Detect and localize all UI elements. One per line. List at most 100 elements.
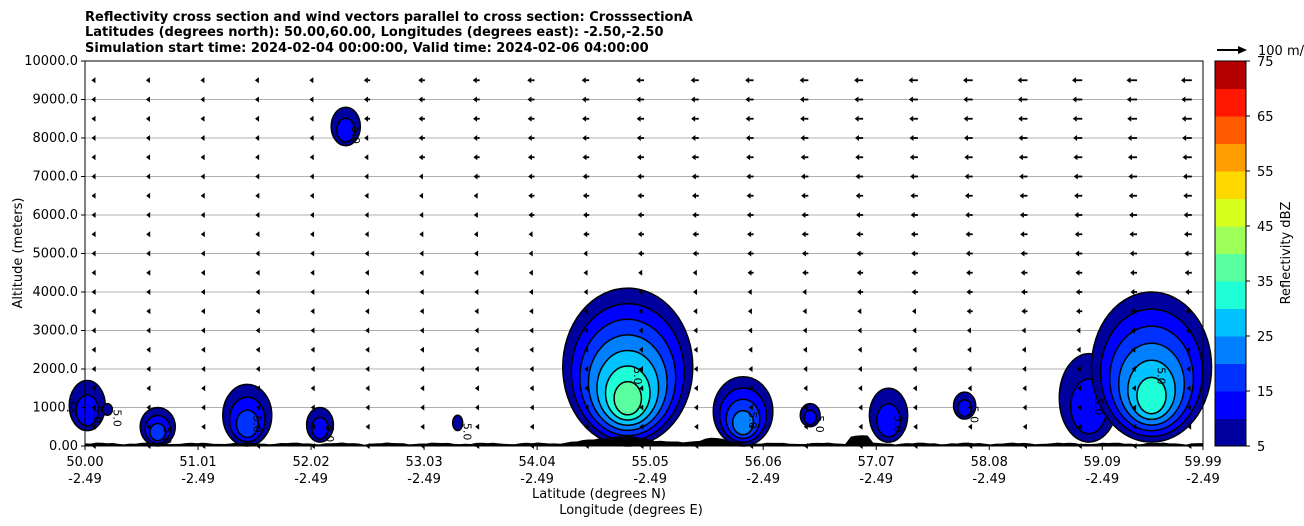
wind-vector: [146, 423, 151, 430]
wind-vector-head: [799, 77, 804, 84]
x-tick-label-lon: -2.49: [859, 472, 893, 487]
wind-vector: [637, 192, 644, 199]
quiver-key-arrow-head: [1238, 46, 1247, 54]
wind-vector-head: [803, 366, 808, 372]
wind-vector-head: [200, 135, 205, 141]
wind-vector: [1183, 212, 1192, 218]
wind-vector-head: [1183, 212, 1188, 218]
wind-vector-head: [802, 327, 807, 334]
colorbar-tick-label: 45: [1257, 220, 1274, 235]
wind-vector: [801, 250, 809, 257]
wind-vector-head: [201, 385, 206, 392]
wind-vector-head: [1184, 269, 1189, 276]
colorbar-tick-label: 55: [1257, 165, 1274, 180]
wind-vector: [91, 231, 96, 238]
wind-vector: [1187, 423, 1192, 430]
wind-vector-head: [965, 250, 970, 257]
wind-vector-head: [1072, 77, 1077, 84]
wind-vector: [255, 192, 260, 199]
wind-vector-head: [420, 385, 425, 392]
wind-vector-head: [581, 96, 586, 103]
wind-vector-head: [418, 96, 423, 103]
wind-vector-head: [1181, 96, 1186, 103]
wind-vector-head: [855, 192, 860, 199]
wind-vector-head: [911, 289, 916, 295]
wind-vector-head: [583, 308, 588, 315]
wind-vector: [310, 289, 315, 295]
wind-vector: [1181, 115, 1192, 122]
wind-vector: [419, 327, 424, 334]
wind-vector-head: [1075, 250, 1080, 257]
wind-vector: [748, 404, 753, 411]
wind-vector: [1186, 346, 1191, 353]
wind-vector-head: [1132, 423, 1137, 430]
wind-vector: [475, 423, 480, 430]
x-tick-label-lon: -2.49: [972, 472, 1006, 487]
wind-vector-head: [528, 192, 533, 199]
wind-vector-head: [747, 269, 752, 276]
wind-vector-head: [747, 250, 752, 257]
wind-vector: [1021, 308, 1028, 315]
wind-vector: [310, 327, 315, 334]
wind-vector: [803, 366, 808, 372]
wind-vector-head: [310, 269, 315, 276]
wind-vector-head: [638, 289, 643, 295]
wind-vector: [692, 250, 699, 257]
wind-vector-head: [1127, 154, 1132, 161]
wind-vector-head: [91, 366, 96, 372]
wind-vector-head: [967, 385, 972, 392]
wind-vector-head: [1129, 212, 1134, 218]
wind-vector: [1017, 77, 1028, 84]
wind-vector-head: [802, 269, 807, 276]
wind-vector-head: [474, 346, 479, 353]
wind-vector-head: [1128, 192, 1133, 199]
wind-vector-head: [255, 135, 260, 141]
wind-vector: [146, 327, 151, 334]
wind-vector-head: [255, 308, 260, 315]
wind-vector: [693, 289, 698, 295]
wind-vector: [639, 366, 644, 372]
wind-vectors: [91, 77, 1192, 449]
wind-vector: [582, 154, 590, 161]
wind-vector: [747, 231, 754, 238]
wind-vector-head: [255, 404, 260, 411]
wind-vector-head: [255, 115, 260, 122]
wind-vector-head: [200, 192, 205, 199]
wind-vector-head: [1128, 173, 1133, 180]
wind-vector: [1184, 269, 1192, 276]
quiver-key: 100 m/s: [1217, 44, 1304, 59]
wind-vector-head: [1077, 385, 1082, 392]
wind-vector-head: [692, 212, 697, 218]
wind-vector-head: [310, 404, 315, 411]
wind-vector-head: [255, 192, 260, 199]
wind-vector-head: [1131, 366, 1136, 372]
colorbar-segment: [1215, 226, 1246, 254]
y-tick-label: 6000.0: [33, 208, 79, 223]
wind-vector: [1074, 212, 1083, 218]
wind-vector: [965, 212, 973, 218]
wind-vector: [1130, 308, 1138, 315]
wind-vector: [475, 404, 480, 411]
wind-vector-head: [420, 366, 425, 372]
wind-vector-head: [854, 77, 859, 84]
wind-vector: [418, 154, 425, 161]
wind-vector-head: [91, 231, 96, 238]
wind-vector: [146, 269, 151, 276]
wind-vector: [858, 404, 863, 411]
wind-vector-head: [473, 173, 478, 180]
wind-vector-head: [201, 423, 206, 430]
wind-vector: [1182, 135, 1192, 141]
wind-vector: [363, 77, 371, 84]
wind-vector-head: [529, 346, 534, 353]
wind-vector: [1183, 192, 1192, 199]
wind-vector-head: [638, 327, 643, 334]
wind-vector-head: [637, 173, 642, 180]
wind-vector-head: [1019, 192, 1024, 199]
colorbar-segment: [1215, 363, 1246, 392]
wind-vector-head: [968, 423, 973, 430]
y-tick-label: 4000.0: [33, 285, 79, 300]
wind-vector-head: [1180, 77, 1185, 84]
wind-vector-head: [692, 231, 697, 238]
wind-vector: [420, 366, 425, 372]
wind-vector-head: [1022, 385, 1027, 392]
